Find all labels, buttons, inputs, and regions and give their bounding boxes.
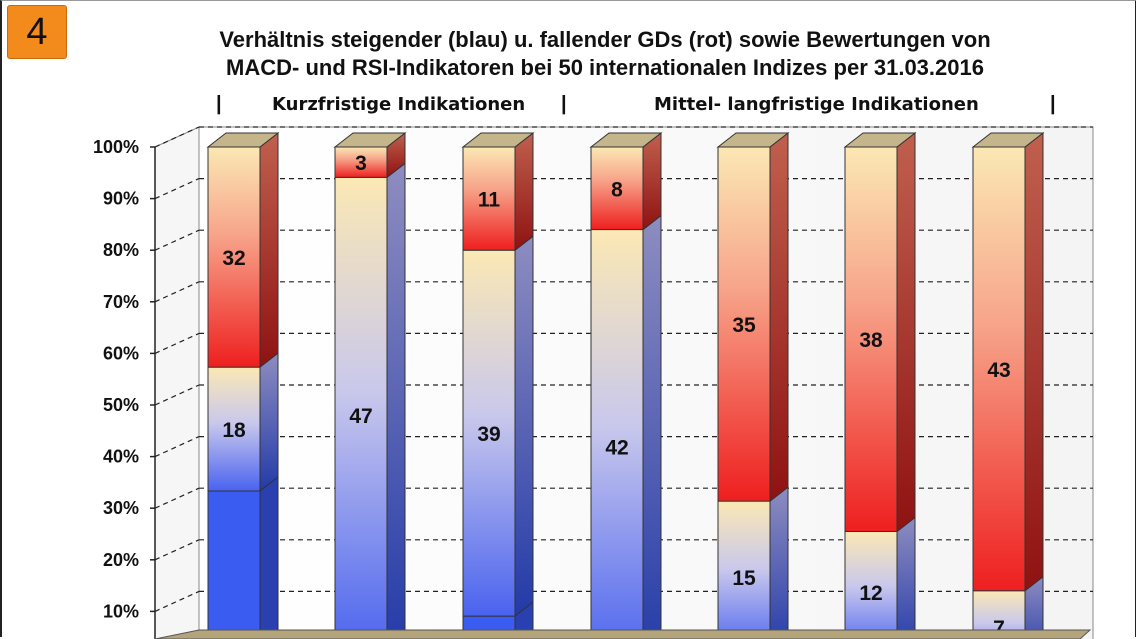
bar-stack: 38121 (843, 131, 917, 639)
side-wall (154, 126, 200, 639)
value-label-top: 11 (478, 189, 501, 212)
y-tick-label: 70% (103, 292, 139, 312)
y-tick-label: 40% (103, 447, 139, 467)
bar-side-mid (769, 486, 789, 639)
gridline-diagonal (154, 436, 200, 458)
bar-top-cap (716, 132, 790, 148)
bar-side-top (896, 131, 916, 533)
gridline-diagonal (154, 332, 200, 354)
value-label-mid: 7 (993, 617, 1005, 639)
gridline-diagonal (154, 126, 200, 148)
value-label-top: 32 (222, 247, 245, 270)
gridline-diagonal (154, 229, 200, 251)
group-separator: | (561, 93, 567, 115)
bar-segment-top (334, 146, 388, 178)
bar-segment-top (717, 146, 771, 502)
bar-segment-top (590, 146, 644, 231)
bar-side-top (769, 131, 789, 503)
y-tick-label: 20% (103, 550, 139, 570)
y-tick-label: 100% (93, 137, 139, 157)
value-label-top: 35 (732, 314, 756, 337)
bar-side-bottom (259, 475, 279, 639)
bar-segment-mid (462, 249, 516, 617)
bar-side-mid (386, 162, 406, 639)
value-label-top: 38 (859, 329, 883, 352)
bar-segment-mid (207, 366, 261, 492)
value-label-top: 43 (987, 359, 1010, 382)
y-tick-label: 60% (103, 343, 139, 363)
bar-segment-top (207, 146, 261, 368)
bar-segment-top (844, 146, 898, 532)
value-label-mid: 47 (349, 405, 372, 428)
bar-top-cap (461, 132, 535, 148)
y-tick-label: 30% (103, 498, 139, 518)
bar-side-top (642, 131, 662, 231)
y-tick-label: 50% (103, 395, 139, 415)
bar-side-mid (642, 214, 662, 639)
bar-top-cap (206, 132, 280, 148)
bar-segment-mid (334, 176, 388, 639)
group-label-mid-long-term: Mittel- langfristige Indikationen (654, 94, 979, 115)
value-label-mid: 12 (859, 582, 882, 605)
bar-top-cap (843, 132, 917, 148)
gridline-diagonal (154, 384, 200, 406)
chart-title: Verhältnis steigender (blau) u. fallende… (120, 26, 1090, 82)
y-tick-label: 90% (103, 189, 139, 209)
gridline-diagonal (154, 281, 200, 303)
bar-top-cap (333, 132, 407, 148)
chart-floor (154, 629, 1092, 639)
group-separator: | (1050, 93, 1056, 115)
bar-stack: 321825 (206, 131, 280, 639)
value-label-top: 3 (355, 152, 367, 175)
bar-segment-top (972, 146, 1026, 592)
gridline-diagonal (154, 539, 200, 561)
chart-title-line-2: MACD- und RSI-Indikatoren bei 50 interna… (226, 55, 984, 80)
chart-title-line-1: Verhältnis steigender (blau) u. fallende… (219, 27, 991, 52)
bar-side-mid (259, 352, 279, 493)
bar-top-cap (589, 132, 663, 148)
gridline-diagonal (154, 487, 200, 509)
slide-number-badge: 4 (7, 5, 67, 59)
bar-segment-mid (590, 229, 644, 639)
value-label-mid: 42 (605, 436, 628, 459)
bar-segment-top (462, 146, 516, 251)
bar-stack: 8420 (589, 131, 663, 639)
bar-top-cap (971, 132, 1045, 148)
bar-side-top (514, 131, 534, 252)
bar-stack: 4370 (971, 131, 1045, 639)
bar-stack: 35151 (716, 131, 790, 639)
bar-side-mid (896, 516, 916, 639)
gridline-diagonal (154, 178, 200, 200)
y-tick-label: 10% (103, 601, 139, 621)
value-label-mid: 18 (222, 419, 246, 442)
bar-side-top (1024, 131, 1044, 592)
value-label-mid: 15 (732, 567, 756, 590)
bar-stack: 11395 (461, 131, 535, 639)
value-label-top: 8 (611, 178, 623, 201)
bar-segment-mid (717, 500, 771, 639)
value-label-mid: 39 (477, 423, 500, 446)
group-label-short-term: Kurzfristige Indikationen (272, 94, 526, 115)
bar-segment-mid (844, 530, 898, 639)
bar-segment-bottom (207, 490, 261, 639)
gridline-diagonal (154, 590, 200, 612)
bar-side-top (259, 131, 279, 369)
bar-side-mid (514, 235, 534, 618)
group-separator: | (216, 93, 222, 115)
y-tick-label: 80% (103, 240, 139, 260)
